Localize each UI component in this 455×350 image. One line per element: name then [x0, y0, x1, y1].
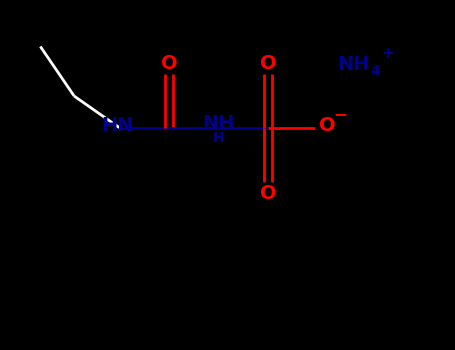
- Text: HN: HN: [101, 116, 133, 135]
- Text: O: O: [260, 183, 276, 203]
- Text: NH: NH: [202, 114, 235, 133]
- Text: O: O: [260, 54, 276, 73]
- Text: O: O: [161, 54, 177, 73]
- Text: NH: NH: [338, 55, 370, 74]
- Text: +: +: [381, 46, 394, 61]
- Text: O: O: [319, 116, 336, 135]
- Text: 4: 4: [370, 64, 380, 78]
- Text: H: H: [212, 131, 224, 145]
- Text: −: −: [334, 105, 347, 123]
